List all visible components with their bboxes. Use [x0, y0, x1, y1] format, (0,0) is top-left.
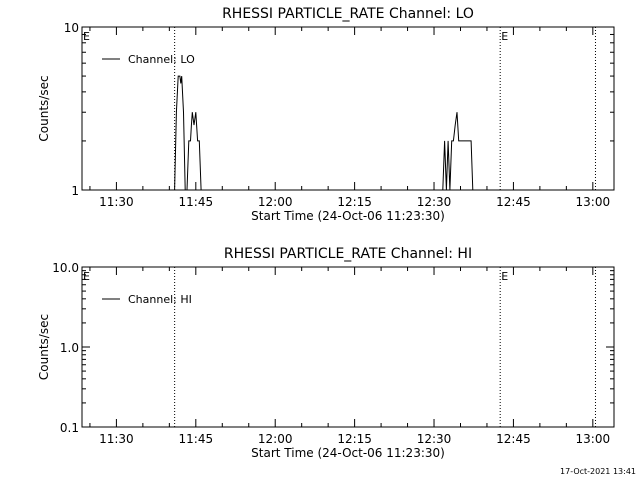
chart-title: RHESSI PARTICLE_RATE Channel: HI — [224, 246, 472, 262]
x-tick-label: 11:30 — [99, 195, 134, 209]
event-marker-label: E — [83, 30, 90, 43]
y-axis-label: Counts/sec — [37, 314, 51, 380]
x-tick-label: 11:45 — [179, 195, 214, 209]
x-tick-label: 12:15 — [337, 432, 372, 446]
y-tick-label: 10 — [64, 21, 79, 35]
chart-panel-1: RHESSI PARTICLE_RATE Channel: LO E E 11:30 1… — [37, 6, 615, 223]
y-tick-label: 1 — [71, 184, 79, 198]
event-marker-label: E — [501, 30, 508, 43]
x-tick-label: 12:30 — [417, 195, 452, 209]
x-tick-label: 12:00 — [258, 432, 293, 446]
x-tick-label: 13:00 — [576, 195, 611, 209]
x-tick-label: 11:30 — [99, 432, 134, 446]
event-marker-label: E — [501, 270, 508, 283]
y-tick-label: 10.0 — [52, 261, 79, 275]
x-tick-label: 12:45 — [496, 432, 531, 446]
y-tick-label: 0.1 — [60, 421, 79, 435]
y-tick-label: 1.0 — [60, 341, 79, 355]
x-tick-label: 11:45 — [179, 432, 214, 446]
chart-panels: RHESSI PARTICLE_RATE Channel: LO E E 11:30 1… — [37, 6, 615, 460]
y-axis-label: Counts/sec — [37, 75, 51, 141]
chart-panel-2: RHESSI PARTICLE_RATE Channel: HI E E 11:30 1… — [37, 246, 615, 460]
footer-timestamp: 17-Oct-2021 13:41 — [560, 467, 636, 476]
event-marker-label: E — [83, 270, 90, 283]
x-tick-label: 12:45 — [496, 195, 531, 209]
chart-title: RHESSI PARTICLE_RATE Channel: LO — [222, 6, 474, 22]
x-tick-label: 12:15 — [337, 195, 372, 209]
x-tick-label: 13:00 — [576, 432, 611, 446]
x-axis-label: Start Time (24-Oct-06 11:23:30) — [251, 446, 445, 460]
legend-entry: Channel: HI — [128, 293, 192, 306]
x-axis-label: Start Time (24-Oct-06 11:23:30) — [251, 209, 445, 223]
legend-entry: Channel: LO — [128, 53, 195, 66]
series-line-channel-lo — [174, 75, 474, 191]
x-tick-label: 12:00 — [258, 195, 293, 209]
x-tick-label: 12:30 — [417, 432, 452, 446]
